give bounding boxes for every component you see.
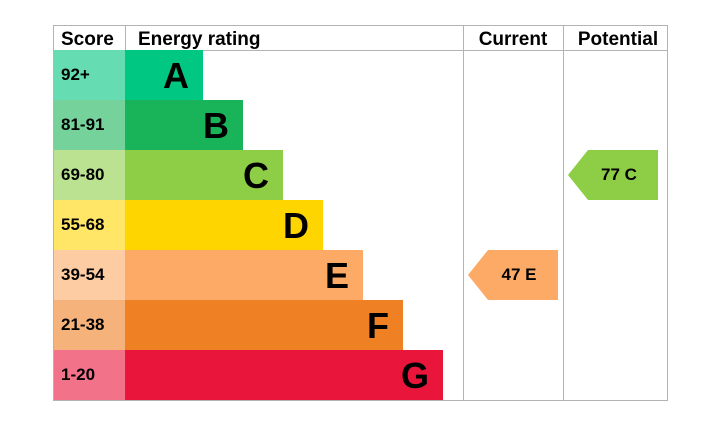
rating-arrows: 47 E 77 C: [468, 150, 658, 300]
score-label-d: 55-68: [61, 215, 104, 234]
score-label-c: 69-80: [61, 165, 104, 184]
potential-rating-label: 77 C: [601, 165, 637, 184]
score-label-g: 1-20: [61, 365, 95, 384]
header-potential: Potential: [578, 29, 658, 50]
header-score: Score: [61, 29, 114, 50]
score-cell-f: [54, 300, 125, 350]
rating-letter-d: D: [283, 205, 309, 246]
rating-letter-e: E: [325, 255, 349, 296]
score-cell-e: [54, 250, 125, 300]
rating-bar-e: [125, 250, 363, 300]
rating-bands: 92+ A 81-91 B 69-80 C 55-68 D 39-54 E 21-38 F 1-20 G: [54, 50, 443, 400]
rating-letter-g: G: [401, 355, 429, 396]
score-label-f: 21-38: [61, 315, 104, 334]
rating-bar-d: [125, 200, 323, 250]
header-current: Current: [479, 29, 548, 50]
rating-letter-c: C: [243, 155, 269, 196]
current-rating-arrow: [468, 250, 558, 300]
table-grid: [53, 25, 668, 401]
score-label-a: 92+: [61, 65, 90, 84]
rating-bar-c: [125, 150, 283, 200]
rating-bar-a: [125, 50, 203, 100]
rating-bar-f: [125, 300, 403, 350]
rating-letter-a: A: [163, 55, 189, 96]
score-cell-d: [54, 200, 125, 250]
score-cell-c: [54, 150, 125, 200]
rating-letter-f: F: [367, 305, 389, 346]
rating-letter-b: B: [203, 105, 229, 146]
header-energy-rating: Energy rating: [138, 29, 260, 50]
score-label-e: 39-54: [61, 265, 105, 284]
rating-bar-g: [125, 350, 443, 400]
score-label-b: 81-91: [61, 115, 104, 134]
potential-rating-arrow: [568, 150, 658, 200]
score-cell-b: [54, 100, 125, 150]
score-cell-a: [54, 50, 125, 100]
current-rating-label: 47 E: [502, 265, 537, 284]
rating-bar-b: [125, 100, 243, 150]
score-cell-g: [54, 350, 125, 400]
